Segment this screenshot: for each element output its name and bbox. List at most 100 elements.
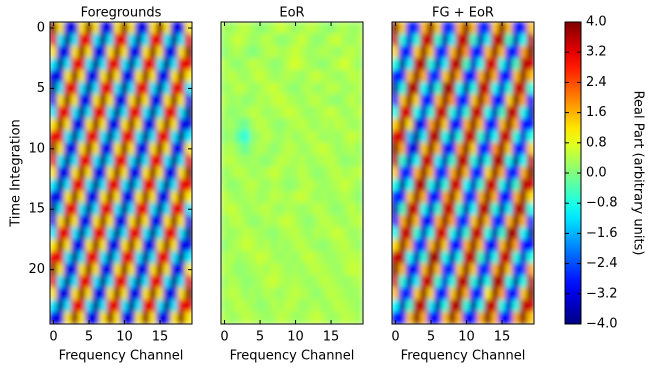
heatmap-cell (56, 190, 65, 204)
heatmap-cell (163, 239, 171, 252)
heatmap-cell (434, 251, 442, 264)
heatmap-cell (71, 202, 79, 216)
heatmap-cell (177, 45, 186, 59)
heatmap-cell (491, 22, 499, 35)
heatmap-cell (249, 57, 257, 71)
heatmap-cell (519, 94, 528, 107)
heatmap-cell (448, 190, 457, 204)
heatmap-cell (177, 154, 186, 168)
heatmap-cell (249, 118, 257, 132)
heatmap-cell (498, 251, 506, 264)
heatmap-cell (405, 130, 414, 144)
heatmap-cell (498, 214, 506, 228)
heatmap-cell (398, 22, 407, 35)
heatmap-cell (420, 154, 428, 168)
heatmap-cell (462, 82, 471, 95)
heatmap-cell (448, 214, 457, 228)
heatmap-cell (56, 178, 65, 192)
heatmap-cell (291, 45, 300, 59)
heatmap-cell (405, 33, 414, 47)
heatmap-cell (434, 57, 442, 71)
heatmap-cell (56, 251, 65, 264)
heatmap-cell (184, 251, 192, 264)
heatmap-cell (63, 263, 72, 276)
heatmap-cell (92, 45, 100, 59)
heatmap-cell (106, 22, 115, 35)
heatmap-cell (355, 227, 363, 240)
heatmap-cell (85, 214, 93, 228)
heatmap-cell (427, 82, 435, 95)
heatmap-cell (327, 118, 335, 132)
heatmap-cell (348, 45, 357, 59)
heatmap-cell (476, 178, 485, 192)
colorbar-tick-label: 3.2 (586, 45, 607, 60)
heatmap-cell (427, 275, 435, 289)
heatmap-cell (163, 22, 171, 35)
heatmap-cell (85, 82, 93, 95)
heatmap-cell (355, 287, 363, 301)
heatmap-cell (448, 118, 457, 132)
heatmap-cell (491, 299, 499, 313)
heatmap-cell (469, 227, 478, 240)
heatmap-cell (170, 190, 179, 204)
heatmap-cell (120, 251, 129, 264)
heatmap-cell (99, 227, 108, 240)
heatmap-cell (413, 190, 421, 204)
heatmap-cell (184, 214, 192, 228)
heatmap-cell (519, 70, 528, 83)
heatmap-cell (405, 227, 414, 240)
heatmap-cell (491, 214, 499, 228)
heatmap-cell (149, 239, 157, 252)
heatmap-cell (505, 57, 513, 71)
heatmap-cell (56, 154, 65, 168)
heatmap-cell (249, 190, 257, 204)
heatmap-cell (420, 142, 428, 156)
heatmap-cell (512, 130, 521, 144)
heatmap-cell (484, 202, 492, 216)
colorbar-tick-label: 0.0 (586, 166, 607, 181)
colorbar-tick-label: 4.0 (586, 15, 607, 30)
heatmap-cell (85, 190, 93, 204)
heatmap-cell (263, 45, 271, 59)
heatmap-cell (491, 130, 499, 144)
heatmap-cell (355, 70, 363, 83)
heatmap-cell (313, 57, 321, 71)
heatmap-cell (484, 214, 492, 228)
heatmap-cell (184, 57, 192, 71)
heatmap-cell (476, 82, 485, 95)
heatmap-cell (127, 33, 136, 47)
heatmap-cell (341, 190, 350, 204)
heatmap-cell (170, 130, 179, 144)
heatmap-cell (291, 263, 300, 276)
heatmap-cell (334, 82, 342, 95)
heatmap-cell (434, 190, 442, 204)
heatmap-cell (221, 214, 229, 228)
heatmap-cell (455, 154, 464, 168)
heatmap-cell (491, 178, 499, 192)
heatmap-cell (512, 142, 521, 156)
heatmap-cell (227, 178, 236, 192)
heatmap-cell (85, 251, 93, 264)
heatmap-cell (320, 166, 328, 180)
heatmap-cell (149, 287, 157, 301)
heatmap-cell (427, 45, 435, 59)
heatmap-cell (127, 70, 136, 83)
heatmap-cell (505, 190, 513, 204)
heatmap-cell (284, 190, 293, 204)
heatmap-cell (113, 214, 122, 228)
heatmap-cell (355, 202, 363, 216)
heatmap-cell (177, 214, 186, 228)
heatmap-cell (120, 142, 129, 156)
heatmap-cell (99, 166, 108, 180)
heatmap-cell (320, 70, 328, 83)
heatmap-cell (263, 227, 271, 240)
heatmap-cell (234, 57, 243, 71)
heatmap-cell (334, 70, 342, 83)
heatmap-cell (448, 178, 457, 192)
heatmap-cell (256, 106, 264, 119)
heatmap-cell (498, 106, 506, 119)
heatmap-cell (163, 57, 171, 71)
heatmap-cell (78, 33, 86, 47)
heatmap-cell (491, 45, 499, 59)
heatmap-cell (455, 239, 464, 252)
